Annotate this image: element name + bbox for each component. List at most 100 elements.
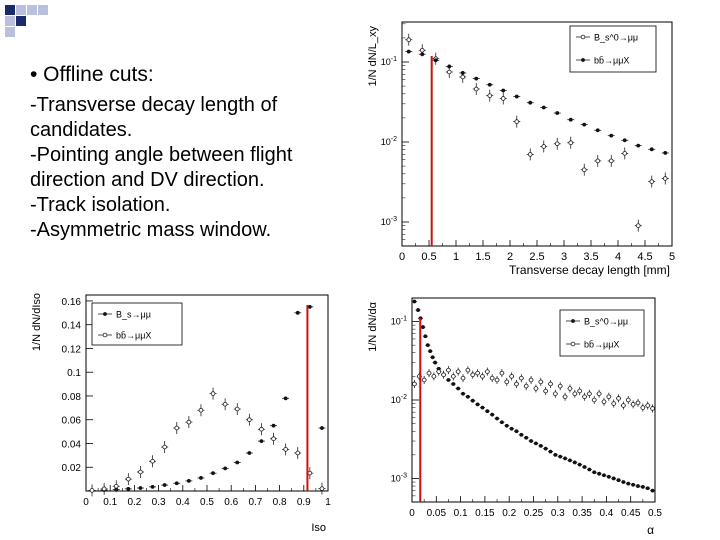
x-tick-label: 0 [409, 508, 415, 519]
data-point-filled [577, 462, 582, 467]
data-point-filled [150, 484, 155, 489]
data-point-filled [475, 402, 480, 407]
data-point-open [421, 377, 427, 383]
data-point-filled [320, 426, 324, 430]
x-axis-label: Iso [311, 522, 326, 534]
data-point-open [581, 167, 587, 173]
data-point-open [475, 370, 480, 376]
data-point-filled [514, 94, 519, 99]
x-tick-label: 2.5 [529, 251, 544, 263]
y-tick-label: 0.16 [62, 297, 82, 308]
offline-cuts-text: • Offline cuts: -Transverse decay length… [30, 62, 360, 243]
x-tick-label: 0 [399, 251, 405, 263]
data-point-filled [548, 449, 553, 454]
y-tick-label: 0.06 [62, 416, 82, 427]
data-point-filled [500, 420, 504, 425]
data-point-open [162, 444, 167, 450]
cut-line-text: direction and DV direction. [30, 169, 265, 191]
data-point-filled [138, 486, 143, 490]
x-tick-label: 0.5 [648, 508, 662, 519]
data-point-filled [568, 117, 573, 122]
data-point-open [527, 152, 533, 157]
data-point-filled [211, 471, 215, 476]
legend-marker-open [570, 341, 576, 347]
legend-box [559, 309, 645, 357]
x-tick-label: 0.15 [475, 508, 495, 519]
legend-label: B_s^0→μμ [584, 317, 628, 327]
x-tick-label: 0.3 [551, 508, 565, 519]
data-point-filled [430, 355, 435, 360]
data-point-open [271, 436, 276, 442]
iso-chart: 0 0.1 0.2 0.3 0.4 0.5 0.6 0.7 0.8 0.9 1 0.02 0.04 0.0… [31, 293, 331, 534]
data-point-filled [501, 88, 506, 93]
x-tick-label: 0.45 [621, 508, 641, 519]
x-tick-label: 5 [669, 251, 675, 263]
legend-marker-open [102, 332, 108, 338]
data-point-filled [126, 486, 131, 491]
data-point-open [538, 379, 544, 385]
data-point-filled [247, 451, 252, 455]
legend-label: bb̄→μμX [116, 331, 151, 341]
cut-line-text: candidates. [30, 119, 133, 141]
data-point-filled [563, 456, 567, 461]
x-tick-label: 0.1 [103, 497, 117, 508]
data-point-filled [636, 484, 640, 488]
data-point-filled [259, 439, 264, 444]
deco-square [38, 5, 48, 15]
x-tick-label: 0.9 [297, 497, 311, 508]
x-tick-label: 0.7 [248, 497, 262, 508]
deco-square [5, 5, 15, 15]
x-tick-label: 2 [507, 251, 513, 263]
data-point-open [198, 407, 204, 413]
data-point-open [649, 179, 655, 184]
data-point-open [595, 158, 601, 164]
data-point-open [210, 391, 216, 396]
data-point-open [635, 400, 641, 406]
y-tick-label: 10-3 [381, 216, 397, 227]
data-point-filled [433, 58, 438, 63]
data-point-filled [606, 474, 611, 479]
data-point-filled [640, 485, 645, 489]
data-point-open [596, 391, 602, 397]
data-point-open [126, 476, 131, 482]
data-point-open [567, 386, 573, 391]
y-axis-label: 1/N dN/dIso [31, 293, 43, 351]
data-point-filled [663, 151, 668, 155]
y-tick-label: 0.08 [62, 392, 82, 403]
lxy-chart: 0 0.5 1 1.5 2 2.5 3 3.5 4 4.5 5 10-1 10-2 10-3 Transve… [367, 21, 675, 277]
data-point-open [451, 374, 456, 379]
data-point-filled [461, 391, 465, 396]
data-point-filled [529, 439, 533, 443]
data-point-open [470, 372, 476, 378]
data-point-filled [541, 105, 546, 110]
data-point-filled [534, 441, 538, 446]
data-point-open [650, 406, 655, 411]
data-point-filled [631, 482, 636, 487]
x-tick-label: 1 [453, 251, 459, 263]
data-point-open [426, 370, 432, 376]
data-point-open [499, 370, 505, 376]
data-point-open [514, 381, 519, 387]
data-point-filled [519, 432, 524, 437]
legend-box [91, 302, 183, 346]
data-point-filled [509, 426, 514, 431]
data-point-filled [597, 471, 602, 476]
data-point-open [504, 379, 510, 385]
y-tick-label: 10-1 [381, 56, 397, 67]
data-point-open [150, 459, 155, 464]
data-point-open [509, 374, 514, 379]
legend-label: bb̄→μμX [584, 340, 619, 350]
data-point-open [519, 375, 524, 381]
data-point-filled [271, 423, 276, 428]
y-tick-label: 10-3 [391, 472, 407, 483]
data-point-filled [447, 64, 452, 69]
data-point-open [553, 391, 558, 397]
data-point-filled [587, 467, 592, 472]
data-point-open [562, 394, 568, 400]
data-point-filled [199, 476, 203, 480]
data-point-open [577, 388, 582, 394]
legend-marker-filled [581, 58, 585, 62]
x-tick-label: 0.5 [200, 497, 214, 508]
data-point-filled [186, 479, 191, 483]
data-point-open [436, 369, 442, 374]
